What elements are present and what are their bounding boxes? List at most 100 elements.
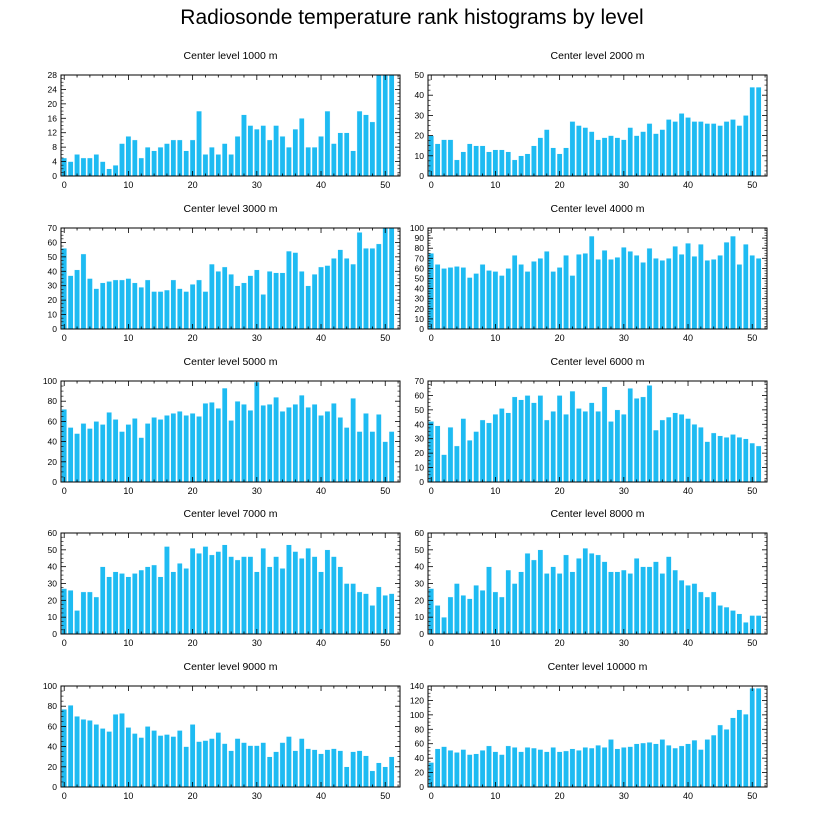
histogram-bar: [743, 438, 749, 483]
x-tick-label: 0: [429, 638, 434, 648]
histogram-bar: [99, 566, 106, 635]
histogram-bar: [324, 110, 331, 177]
histogram-bar: [556, 395, 563, 483]
histogram-bar: [698, 121, 704, 177]
histogram-bar: [511, 747, 518, 788]
x-tick-label: 10: [123, 180, 133, 190]
panel-title: Center level 9000 m: [184, 661, 278, 673]
histogram-bar: [260, 294, 267, 330]
histogram-bar: [318, 136, 324, 177]
histogram-bar: [717, 435, 723, 483]
histogram-bar: [524, 553, 531, 635]
y-tick-label: 50: [48, 252, 58, 262]
y-tick-label: 50: [48, 545, 58, 555]
histogram-bar: [247, 410, 254, 483]
histogram-bar: [331, 258, 337, 330]
x-tick-label: 30: [252, 486, 262, 496]
y-tick-label: 80: [415, 243, 425, 253]
histogram-bar: [447, 426, 454, 483]
histogram-bar: [189, 724, 196, 788]
histogram-bar: [350, 397, 356, 483]
histogram-bar: [665, 119, 672, 177]
x-tick-label: 30: [252, 791, 262, 801]
histogram-bar: [749, 86, 756, 177]
y-tick-label: 60: [48, 721, 58, 731]
histogram-bar: [563, 413, 569, 483]
y-tick-label: 30: [48, 281, 58, 291]
histogram-bar: [356, 110, 363, 177]
histogram-bar: [704, 441, 711, 483]
histogram-bar: [202, 740, 209, 788]
histogram-bar: [234, 738, 241, 788]
histogram-bar: [221, 743, 228, 788]
histogram-bar: [531, 261, 537, 330]
histogram-bar: [601, 561, 608, 635]
histogram-bar: [460, 267, 467, 330]
histogram-bar: [717, 724, 723, 788]
y-tick-label: 40: [48, 437, 58, 447]
histogram-bar: [434, 425, 441, 483]
histogram-bar: [633, 398, 640, 483]
histogram-bar: [87, 157, 93, 177]
histogram-bar: [311, 273, 318, 330]
histogram-bar: [363, 247, 369, 330]
histogram-bar: [601, 250, 608, 330]
histogram-bar: [363, 593, 369, 635]
histogram-bar: [183, 415, 190, 483]
histogram-bar: [428, 588, 435, 635]
histogram-bar: [672, 121, 679, 177]
histogram-bar: [576, 750, 582, 788]
histogram-bar: [486, 270, 492, 330]
histogram-bar: [466, 598, 473, 635]
histogram-bar: [247, 275, 254, 330]
x-tick-label: 10: [490, 791, 500, 801]
histogram-bar: [447, 139, 454, 177]
histogram-bar: [209, 554, 215, 635]
histogram-bar: [755, 86, 762, 177]
x-tick-label: 10: [123, 791, 133, 801]
histogram-bar: [196, 110, 202, 177]
panel-title: Center level 8000 m: [551, 508, 645, 520]
histogram-bar: [343, 427, 350, 483]
histogram-bar: [125, 727, 132, 788]
histogram-bar: [627, 127, 634, 177]
histogram-bar: [672, 569, 679, 635]
x-tick-label: 50: [380, 638, 390, 648]
histogram-bar: [382, 227, 389, 330]
histogram-bar: [576, 254, 582, 330]
histogram-bar: [653, 743, 659, 788]
x-tick-label: 0: [429, 791, 434, 801]
histogram-bar: [710, 432, 717, 483]
y-tick-label: 40: [415, 90, 425, 100]
histogram-bar: [691, 739, 698, 788]
histogram-bar: [473, 431, 479, 483]
histogram-bar: [653, 258, 659, 330]
histogram-bar: [749, 255, 756, 330]
histogram-bar: [74, 154, 80, 177]
histogram-bar: [311, 556, 318, 635]
histogram-bar: [67, 704, 74, 788]
histogram-bar: [633, 255, 640, 330]
histogram-bar: [298, 558, 305, 635]
histogram-bar: [286, 250, 292, 330]
histogram-bar: [499, 408, 505, 483]
histogram-bar: [499, 275, 505, 330]
histogram-bar: [254, 571, 260, 635]
x-tick-label: 40: [316, 791, 326, 801]
histogram-bar: [221, 544, 228, 635]
x-tick-label: 30: [619, 486, 629, 496]
histogram-bar: [234, 136, 241, 177]
histogram-bar: [640, 131, 646, 177]
histogram-bar: [601, 137, 608, 177]
histogram-bar: [640, 566, 646, 635]
histogram-bar: [755, 687, 762, 788]
histogram-bar: [698, 426, 704, 483]
histogram-bar: [511, 583, 518, 635]
histogram-bar: [241, 114, 247, 177]
histogram-bar: [356, 591, 363, 635]
histogram-bar: [569, 390, 576, 483]
histogram-panel-1: Center level 1000 m 0 10 20 30 40 50 0 4 8 12 16 20 2…: [48, 50, 401, 190]
histogram-bar: [305, 285, 311, 330]
histogram-bar: [119, 573, 125, 635]
y-tick-label: 40: [415, 753, 425, 763]
